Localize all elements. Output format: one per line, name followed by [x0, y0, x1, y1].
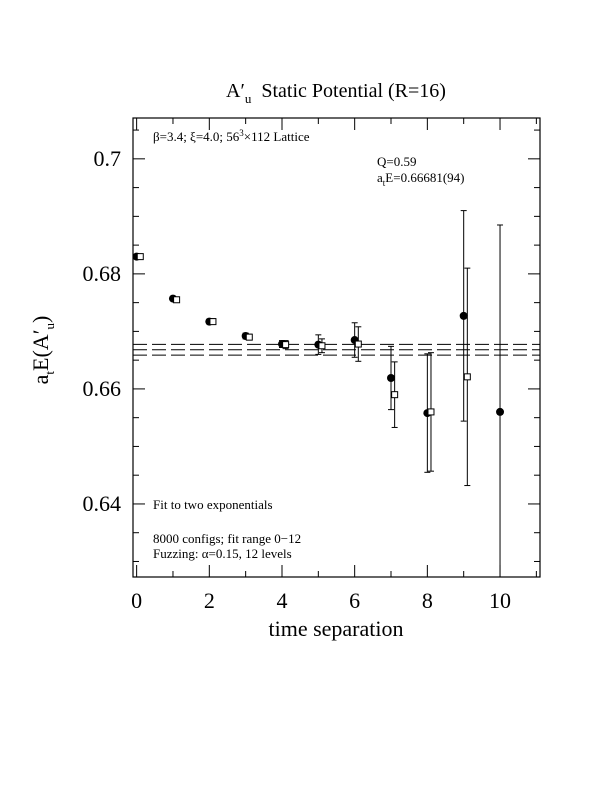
x-axis-label: time separation — [268, 616, 403, 641]
y-label-part: a — [28, 374, 53, 384]
title-symbol: A′ — [226, 80, 245, 102]
point — [173, 296, 181, 304]
x-tick-label: 0 — [131, 588, 142, 613]
y-tick-label: 0.68 — [83, 261, 122, 286]
point — [496, 407, 505, 416]
point — [391, 391, 399, 399]
note-superscript: 3 — [239, 128, 244, 138]
plot-frame — [132, 117, 541, 578]
fit-note: Fit to two exponentials — [153, 497, 273, 512]
note-part: a — [377, 170, 383, 185]
note-part: β=3.4; ξ=4.0; 56 — [153, 129, 240, 144]
q-note: Q=0.59 — [377, 154, 416, 169]
energy-note: atE=0.66681(94) — [377, 170, 464, 188]
point — [245, 333, 253, 341]
x-tick-label: 10 — [489, 588, 511, 613]
chart-title: A′u Static Potential (R=16) — [226, 80, 446, 106]
y-label-part: ) — [28, 316, 53, 323]
note-subscript: t — [383, 178, 386, 188]
point — [459, 311, 468, 320]
y-label-subscript: u — [42, 322, 57, 329]
x-tick-label: 2 — [204, 588, 215, 613]
y-tick-label: 0.66 — [83, 376, 122, 401]
y-tick-label: 0.7 — [94, 146, 122, 171]
x-tick-label: 4 — [276, 588, 287, 613]
note-part: E=0.66681(94) — [385, 170, 464, 185]
y-axis-label: atE(A′u) — [28, 316, 57, 385]
y-label-subscript: t — [42, 371, 57, 375]
title-text: Static Potential (R=16) — [261, 80, 446, 102]
x-tick-label: 8 — [422, 588, 433, 613]
title-subscript: u — [245, 91, 252, 106]
point — [136, 253, 144, 261]
point — [463, 373, 471, 381]
point — [209, 318, 217, 326]
lattice-note: β=3.4; ξ=4.0; 563×112 Lattice — [153, 128, 310, 144]
fuzzing-note: Fuzzing: α=0.15, 12 levels — [153, 546, 292, 561]
y-tick-label: 0.64 — [83, 491, 122, 516]
plot-area — [133, 210, 540, 577]
point — [318, 342, 326, 350]
x-tick-label: 6 — [349, 588, 360, 613]
configs-note: 8000 configs; fit range 0−12 — [153, 531, 301, 546]
point — [282, 341, 290, 349]
point — [354, 340, 362, 348]
y-label-part: E(A′ — [28, 329, 53, 370]
note-part: ×112 Lattice — [244, 129, 310, 144]
point — [427, 408, 435, 416]
point — [387, 373, 396, 382]
